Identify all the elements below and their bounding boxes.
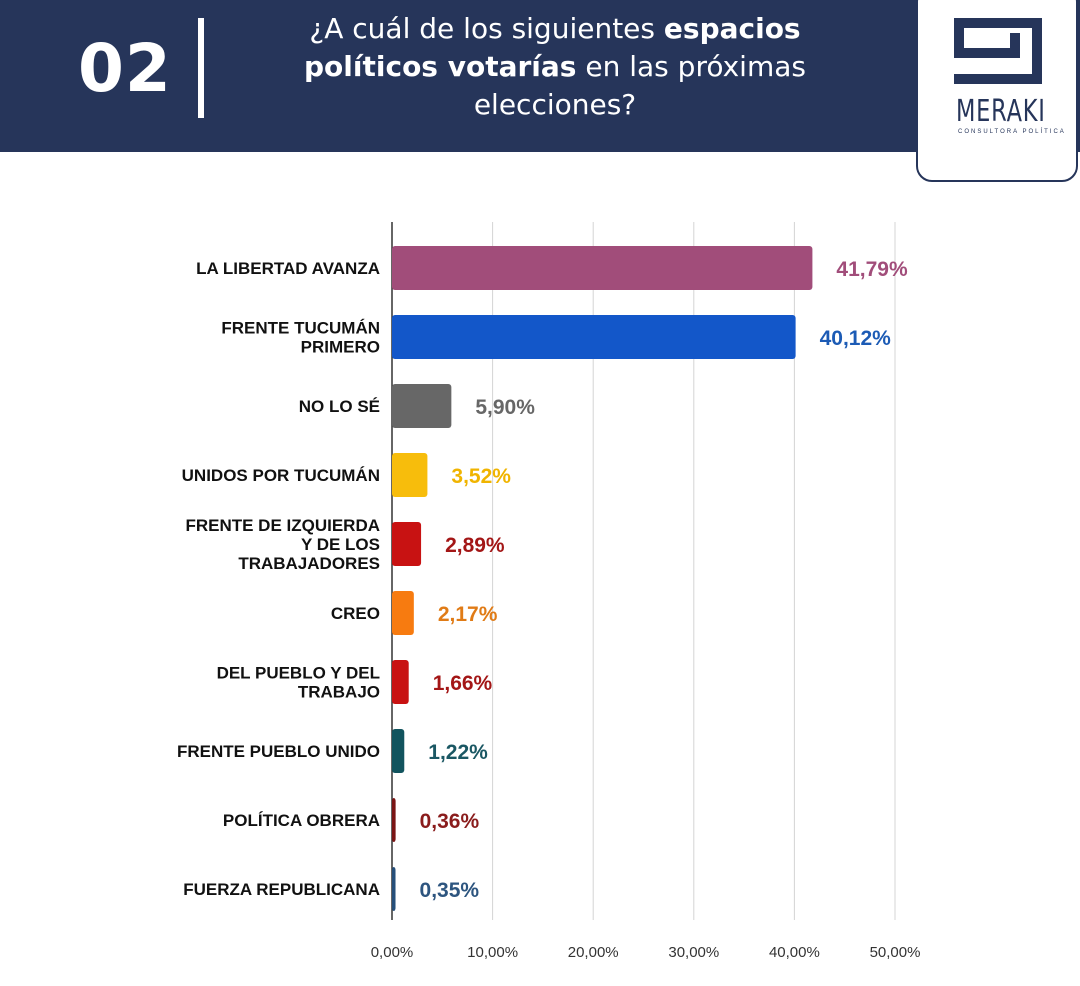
- category-label-line: FUERZA REPUBLICANA: [183, 880, 380, 899]
- bar: [392, 798, 396, 842]
- category-label-line: Y DE LOS: [301, 535, 380, 554]
- question-text-post: en las próximas elecciones?: [473, 50, 806, 121]
- question-text: ¿A cuál de los siguientes espacios políti…: [250, 10, 860, 124]
- question-text-bold-2: políticos votarías: [304, 50, 577, 83]
- category-label-line: POLÍTICA OBRERA: [223, 811, 380, 830]
- header-banner: 02 ¿A cuál de los siguientes espacios pol…: [0, 0, 1080, 152]
- data-label: 1,22%: [428, 741, 488, 764]
- question-text-pre: ¿A cuál de los siguientes: [309, 12, 664, 45]
- category-label-line: FRENTE TUCUMÁN: [221, 319, 380, 338]
- category-label-line: FRENTE PUEBLO UNIDO: [177, 742, 380, 761]
- category-label: FUERZA REPUBLICANA: [183, 880, 380, 899]
- x-tick-label: 30,00%: [668, 944, 719, 961]
- category-label-line: PRIMERO: [301, 338, 380, 357]
- category-label: DEL PUEBLO Y DEL TRABAJO: [217, 664, 380, 702]
- category-label-line: CREO: [331, 604, 380, 623]
- bar: [392, 867, 396, 911]
- bar: [392, 729, 405, 773]
- category-label-line: NO LO SÉ: [299, 397, 380, 416]
- data-label: 40,12%: [820, 327, 892, 350]
- data-label: 1,66%: [433, 672, 493, 695]
- category-label: POLÍTICA OBRERA: [223, 811, 380, 830]
- x-tick-label: 50,00%: [870, 944, 921, 961]
- bar: [392, 315, 796, 359]
- logo-wordmark: MERAKI: [956, 94, 1046, 129]
- data-label: 0,35%: [420, 879, 480, 902]
- meraki-logo-mark-icon: [954, 18, 1042, 84]
- x-tick-label: 40,00%: [769, 944, 820, 961]
- data-label: 3,52%: [451, 465, 511, 488]
- category-label: FRENTE PUEBLO UNIDO: [177, 742, 380, 761]
- category-label: FRENTE TUCUMÁN PRIMERO: [221, 319, 380, 357]
- bar: [392, 522, 422, 566]
- category-label-line: TRABAJADORES: [238, 554, 380, 573]
- bar: [392, 246, 813, 290]
- meraki-logo: MERAKI CONSULTORA POLÍTICA: [916, 0, 1078, 182]
- x-tick-label: 10,00%: [467, 944, 518, 961]
- header-divider: [198, 18, 204, 118]
- category-label-line: UNIDOS POR TUCUMÁN: [182, 466, 380, 485]
- x-tick-label: 0,00%: [371, 944, 414, 961]
- category-label-line: DEL PUEBLO Y DEL: [217, 664, 380, 683]
- logo-subtitle: CONSULTORA POLÍTICA: [958, 129, 1066, 135]
- data-label: 2,89%: [445, 534, 505, 557]
- bar: [392, 453, 428, 497]
- category-label: NO LO SÉ: [299, 397, 380, 416]
- bar: [392, 384, 452, 428]
- x-tick-label: 20,00%: [568, 944, 619, 961]
- bar: [392, 591, 414, 635]
- data-label: 41,79%: [836, 258, 908, 281]
- category-label-line: TRABAJO: [298, 683, 380, 702]
- category-label: LA LIBERTAD AVANZA: [196, 259, 380, 278]
- data-label: 2,17%: [438, 603, 498, 626]
- question-number: 02: [78, 30, 172, 107]
- category-label: FRENTE DE IZQUIERDA Y DE LOS TRABAJADORES: [185, 516, 380, 573]
- bar: [392, 660, 409, 704]
- data-label: 0,36%: [420, 810, 480, 833]
- category-label: CREO: [331, 604, 380, 623]
- category-label-line: FRENTE DE IZQUIERDA: [185, 516, 380, 535]
- category-label-line: LA LIBERTAD AVANZA: [196, 259, 380, 278]
- data-label: 5,90%: [475, 396, 535, 419]
- category-label: UNIDOS POR TUCUMÁN: [182, 466, 380, 485]
- question-text-bold-1: espacios: [663, 12, 801, 45]
